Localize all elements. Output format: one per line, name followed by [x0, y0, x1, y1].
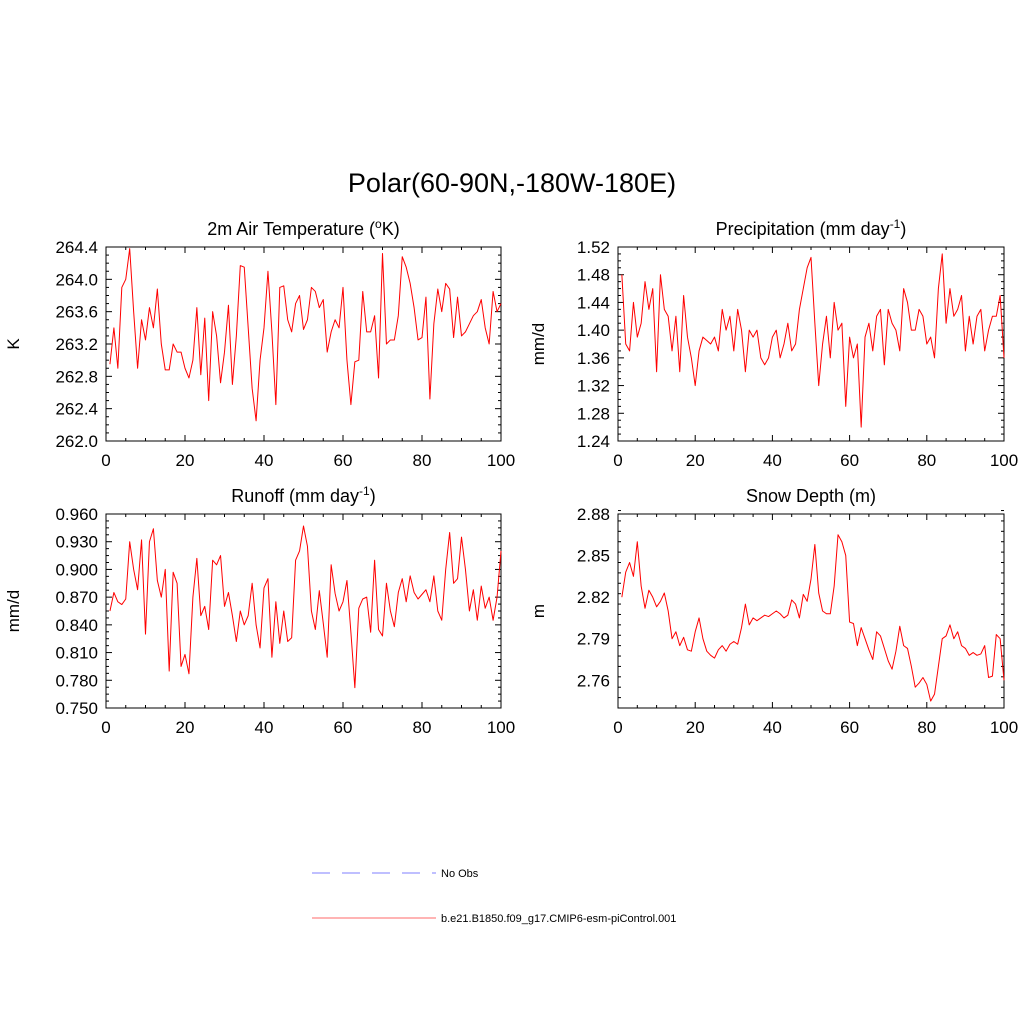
- y-tick-label: 0.960: [55, 505, 98, 524]
- y-tick-label: 2.88: [577, 505, 610, 524]
- x-tick-label: 20: [176, 718, 195, 737]
- series-line-precipitation: [621, 253, 1005, 428]
- x-tick-label: 60: [840, 718, 859, 737]
- panel-title: Precipitation (mm day-1): [716, 217, 907, 239]
- y-tick-label: 1.52: [577, 238, 610, 257]
- panel-precipitation: 0 20 40 60 80 100 1.24 1.28 1.32 1.36 1.40 1.44 1.48…: [529, 217, 1018, 470]
- y-tick-label: 2.85: [577, 547, 610, 566]
- x-tick-label: 80: [413, 718, 432, 737]
- y-tick-label: 0.870: [55, 588, 98, 607]
- x-tick-label: 40: [763, 451, 782, 470]
- x-tick-label: 100: [487, 718, 515, 737]
- panel-snow-depth: 0 20 40 60 80 100 2.76 2.79 2.82 2.85 2.88 m Snow De…: [529, 486, 1018, 737]
- x-tick-label: 0: [613, 718, 622, 737]
- panel-title-tail: K): [382, 219, 400, 239]
- x-tick-label: 20: [686, 718, 705, 737]
- panel-title: Runoff (mm day-1): [231, 484, 375, 506]
- y-tick-label: 263.6: [55, 303, 98, 322]
- x-tick-label: 60: [840, 451, 859, 470]
- x-tick-label: 80: [917, 718, 936, 737]
- x-tick-label: 0: [101, 451, 110, 470]
- panel-title: 2m Air Temperature (oK): [207, 217, 399, 239]
- x-tick-label: 100: [990, 718, 1018, 737]
- x-tick-label: 20: [686, 451, 705, 470]
- panel-title-tail: ): [370, 486, 376, 506]
- y-tick-label: 1.36: [577, 349, 610, 368]
- y-tick-label: 262.8: [55, 367, 98, 386]
- y-tick-label: 0.810: [55, 644, 98, 663]
- y-axis-label: mm/d: [529, 323, 548, 366]
- y-tick-label: 1.28: [577, 404, 610, 423]
- y-tick-label: 2.79: [577, 630, 610, 649]
- figure-title: Polar(60-90N,-180W-180E): [348, 168, 676, 198]
- series-line-runoff: [109, 525, 502, 689]
- y-tick-label: 264.4: [55, 238, 98, 257]
- panel-title: Snow Depth (m): [746, 486, 876, 506]
- y-tick-label: 2.76: [577, 671, 610, 690]
- y-tick-label: 262.0: [55, 432, 98, 451]
- x-tick-label: 40: [255, 451, 274, 470]
- y-tick-label: 0.930: [55, 533, 98, 552]
- x-tick-label: 40: [763, 718, 782, 737]
- x-tick-label: 80: [413, 451, 432, 470]
- x-tick-label: 80: [917, 451, 936, 470]
- y-tick-label: 0.840: [55, 616, 98, 635]
- y-tick-label: 0.900: [55, 560, 98, 579]
- y-tick-label: 1.44: [577, 293, 610, 312]
- y-tick-label: 2.82: [577, 588, 610, 607]
- panel-runoff: 0 20 40 60 80 100 0.750 0.780 0.810 0.840 0.870 0.9…: [4, 484, 515, 737]
- y-axis-label: K: [4, 338, 23, 350]
- panel-title-main: Precipitation (mm day: [716, 219, 890, 239]
- legend-label-model: b.e21.B1850.f09_g17.CMIP6-esm-piControl.…: [441, 913, 676, 925]
- legend: No Obs b.e21.B1850.f09_g17.CMIP6-esm-piC…: [312, 868, 676, 925]
- y-tick-label: 0.750: [55, 699, 98, 718]
- y-tick-label: 263.2: [55, 335, 98, 354]
- legend-label-no-obs: No Obs: [441, 868, 479, 880]
- y-tick-label: 1.32: [577, 377, 610, 396]
- x-tick-label: 0: [101, 718, 110, 737]
- series-line-air-temperature: [109, 248, 502, 422]
- panel-title-superscript: o: [375, 217, 382, 231]
- y-tick-label: 262.4: [55, 400, 98, 419]
- x-tick-label: 100: [487, 451, 515, 470]
- x-tick-label: 60: [334, 451, 353, 470]
- y-tick-label: 264.0: [55, 270, 98, 289]
- panel-title-superscript: -1: [359, 484, 370, 498]
- y-tick-label: 1.48: [577, 266, 610, 285]
- panel-air-temperature: 0 20 40 60 80 100 262.0 262.4 262.8 263.2 263.6 264…: [4, 217, 515, 470]
- y-axis-label: mm/d: [4, 590, 23, 633]
- x-tick-label: 60: [334, 718, 353, 737]
- y-tick-label: 1.40: [577, 321, 610, 340]
- x-tick-label: 20: [176, 451, 195, 470]
- panel-title-main: Snow Depth (m): [746, 486, 876, 506]
- panel-title-main: 2m Air Temperature (: [207, 219, 375, 239]
- y-axis-label: m: [529, 604, 548, 618]
- series-line-snow-depth: [621, 534, 1005, 702]
- panel-title-superscript: -1: [890, 217, 901, 231]
- x-tick-label: 40: [255, 718, 274, 737]
- y-tick-label: 0.780: [55, 671, 98, 690]
- panel-title-main: Runoff (mm day: [231, 486, 359, 506]
- x-tick-label: 100: [990, 451, 1018, 470]
- panel-title-tail: ): [900, 219, 906, 239]
- x-tick-label: 0: [613, 451, 622, 470]
- y-tick-label: 1.24: [577, 432, 610, 451]
